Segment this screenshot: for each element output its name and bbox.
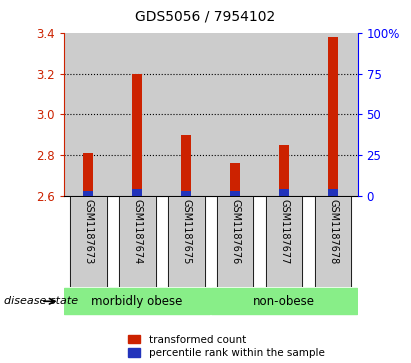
Bar bbox=[217, 196, 254, 287]
Bar bbox=[315, 33, 351, 196]
Text: GSM1187673: GSM1187673 bbox=[83, 199, 93, 264]
Bar bbox=[181, 135, 191, 196]
Bar bbox=[168, 33, 205, 196]
Bar bbox=[217, 196, 254, 287]
Bar bbox=[64, 288, 210, 314]
Bar bbox=[309, 33, 358, 196]
Text: morbidly obese: morbidly obese bbox=[92, 295, 183, 308]
Bar bbox=[70, 33, 106, 196]
Text: GSM1187675: GSM1187675 bbox=[181, 199, 191, 264]
Bar bbox=[266, 196, 302, 287]
Text: GSM1187674: GSM1187674 bbox=[132, 199, 142, 264]
Bar bbox=[113, 33, 162, 196]
Bar bbox=[217, 33, 254, 196]
Bar bbox=[260, 33, 309, 196]
Bar bbox=[119, 196, 155, 287]
Bar bbox=[162, 33, 211, 196]
Bar bbox=[119, 196, 155, 287]
Bar bbox=[315, 196, 351, 287]
Bar bbox=[328, 37, 338, 196]
Text: GSM1187676: GSM1187676 bbox=[230, 199, 240, 264]
Bar bbox=[266, 196, 302, 287]
Bar bbox=[70, 196, 106, 287]
Bar bbox=[231, 163, 240, 196]
Bar bbox=[328, 189, 338, 196]
Bar bbox=[132, 189, 142, 196]
Text: non-obese: non-obese bbox=[253, 295, 315, 308]
Bar bbox=[279, 189, 289, 196]
Bar bbox=[70, 196, 106, 287]
Bar bbox=[211, 288, 357, 314]
Bar bbox=[315, 196, 351, 287]
Bar bbox=[132, 73, 142, 196]
Legend: transformed count, percentile rank within the sample: transformed count, percentile rank withi… bbox=[128, 335, 324, 358]
Bar bbox=[266, 33, 302, 196]
Bar bbox=[211, 33, 260, 196]
Text: GSM1187677: GSM1187677 bbox=[279, 199, 289, 264]
Bar bbox=[168, 196, 205, 287]
Text: GSM1187678: GSM1187678 bbox=[328, 199, 338, 264]
Bar bbox=[83, 191, 93, 196]
Bar bbox=[279, 145, 289, 196]
Bar bbox=[119, 33, 155, 196]
Bar bbox=[168, 196, 205, 287]
Text: disease state: disease state bbox=[4, 296, 78, 306]
Bar bbox=[231, 191, 240, 196]
Bar bbox=[64, 33, 113, 196]
Bar bbox=[181, 191, 191, 196]
Bar bbox=[83, 153, 93, 196]
Text: GDS5056 / 7954102: GDS5056 / 7954102 bbox=[135, 9, 276, 23]
